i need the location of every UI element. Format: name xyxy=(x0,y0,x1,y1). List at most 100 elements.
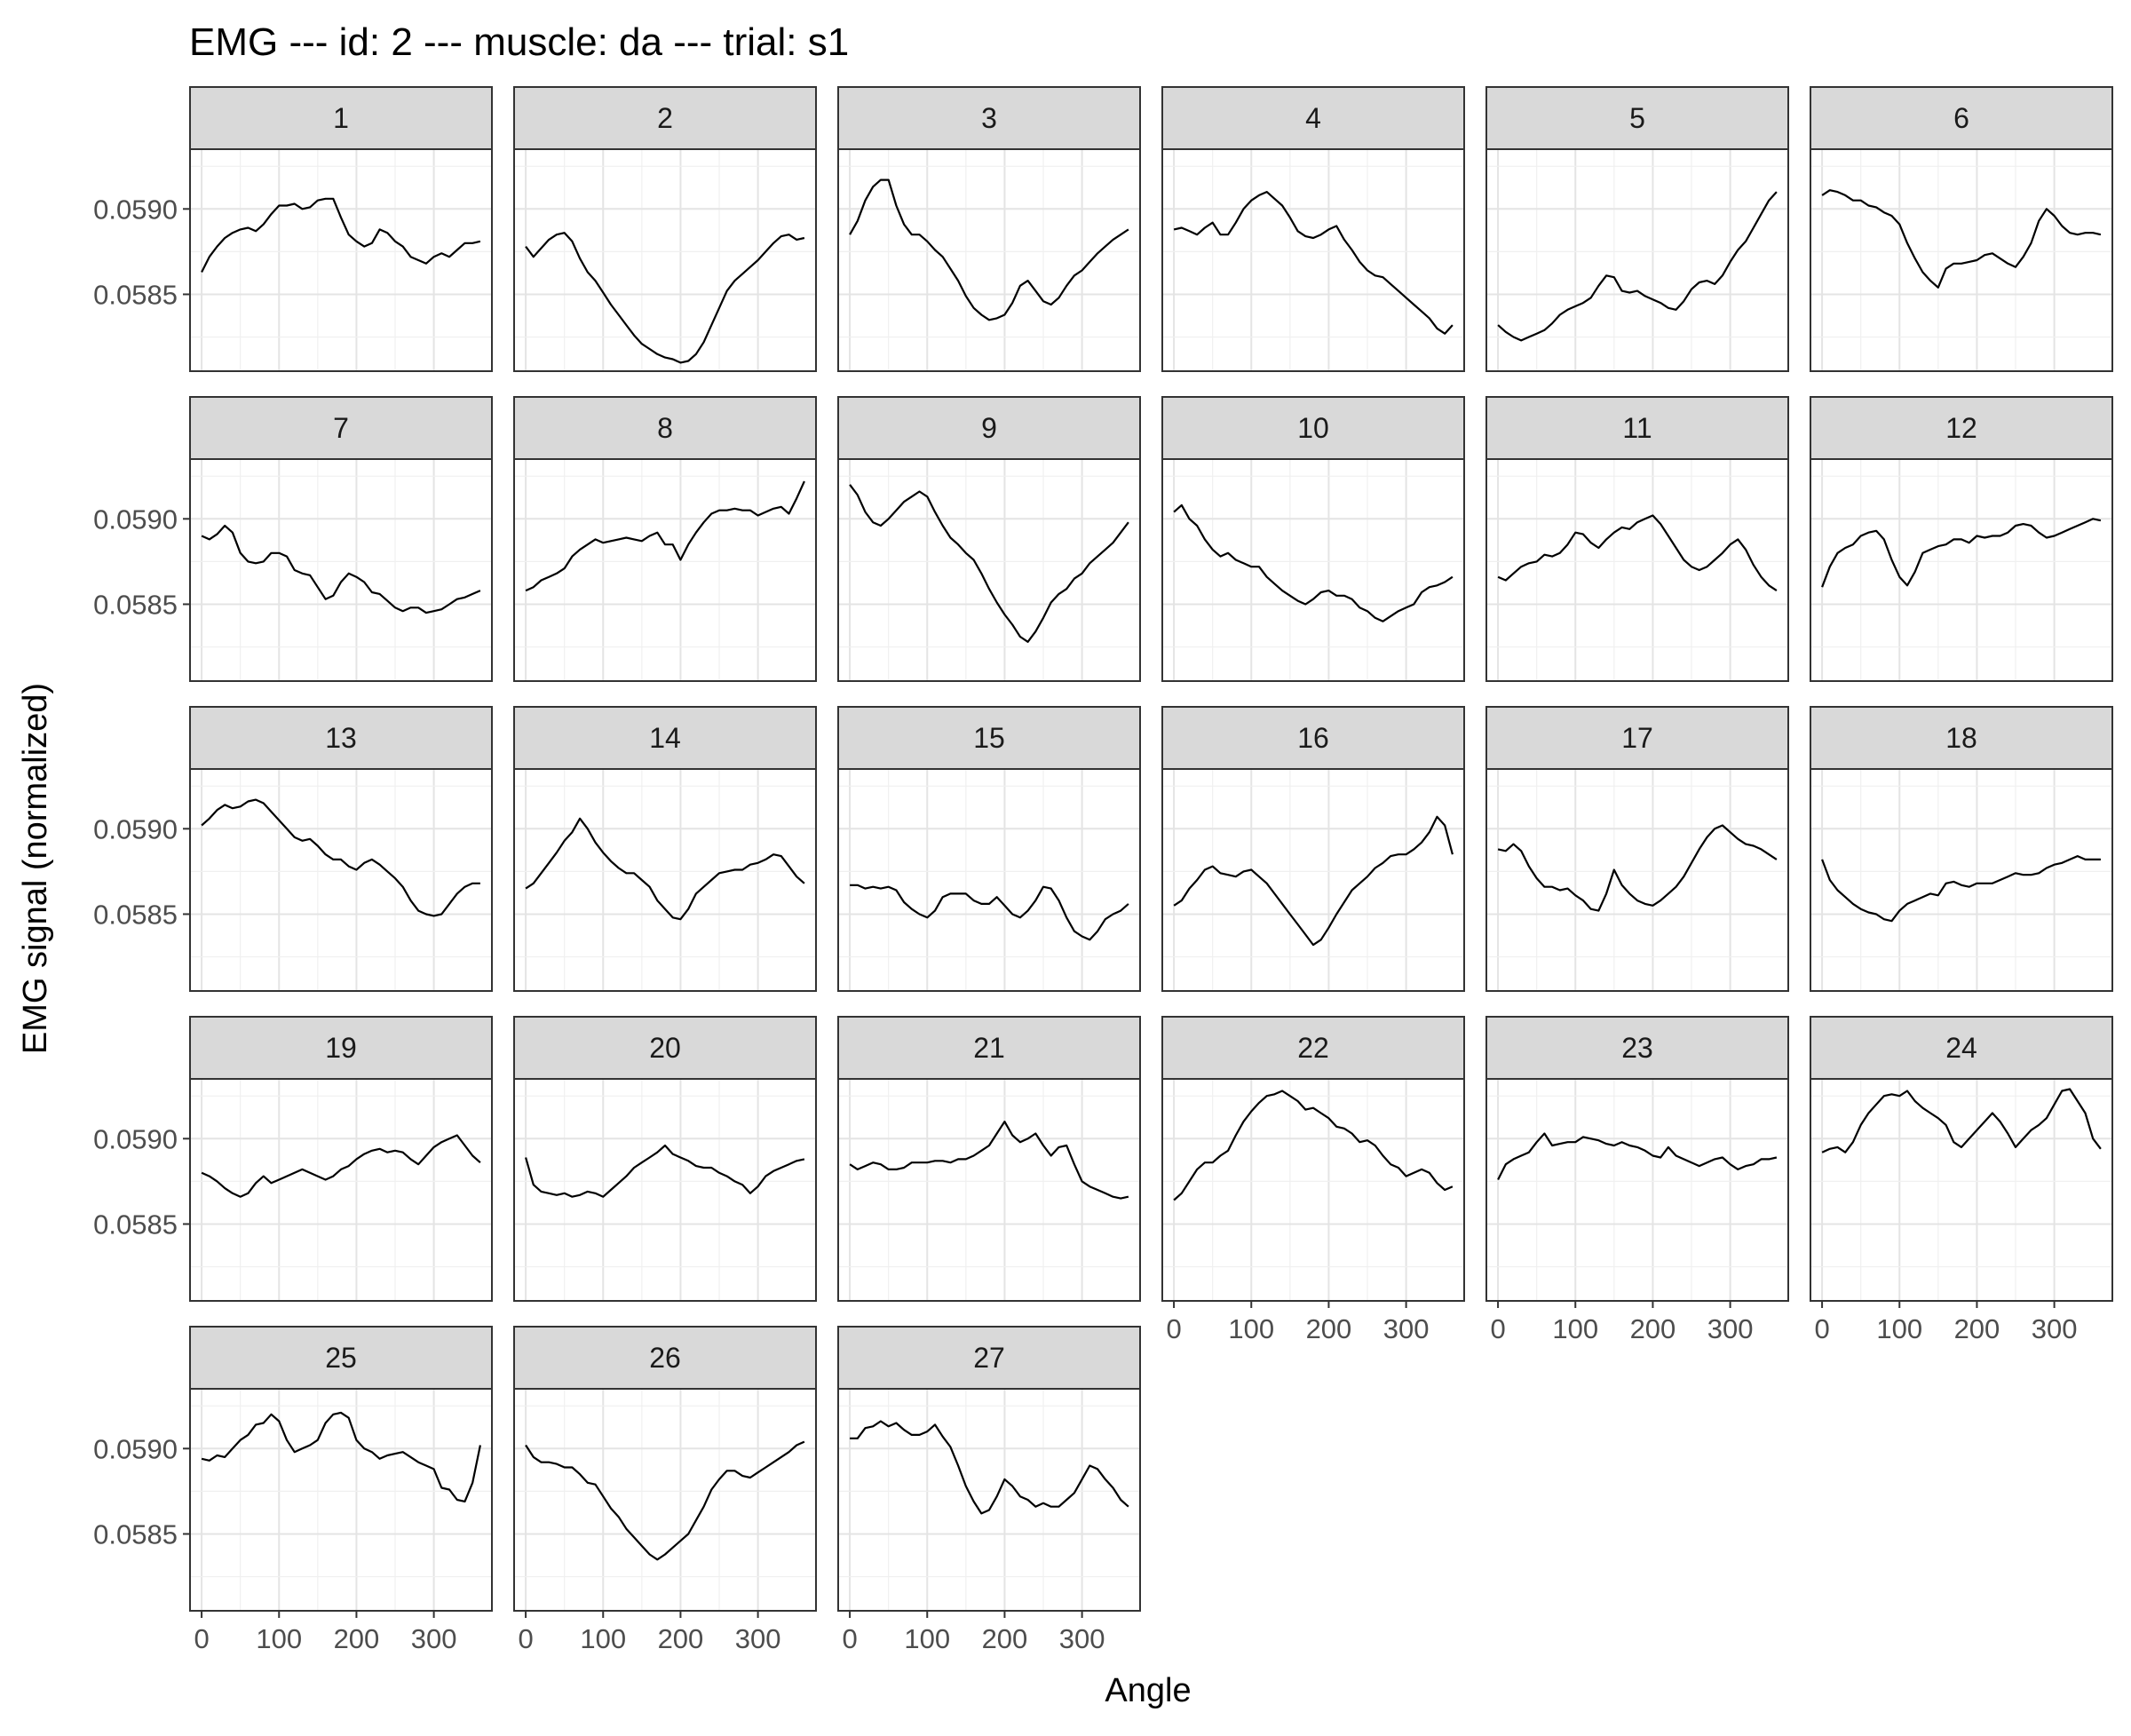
facet-strip xyxy=(837,86,1141,150)
panel-background xyxy=(190,1079,492,1301)
facet-strip xyxy=(513,706,817,770)
x-tick-label: 300 xyxy=(2032,1313,2078,1344)
panel-background xyxy=(1810,459,2112,681)
series-line-24 xyxy=(1821,1088,2102,1153)
y-tick-label: 0.0590 xyxy=(93,1433,178,1464)
panel-border xyxy=(1161,148,1465,372)
panel-border xyxy=(837,1388,1141,1612)
panel-border xyxy=(1810,148,2113,372)
panel-border xyxy=(189,1078,493,1302)
facet-strip-label: 24 xyxy=(1945,1032,1977,1064)
series-line-22 xyxy=(1173,1090,1454,1201)
panel-border xyxy=(837,458,1141,682)
series-line-18 xyxy=(1821,854,2101,923)
series-line-27 xyxy=(850,1420,1129,1515)
panel-border xyxy=(513,1388,817,1612)
series-line-13 xyxy=(201,798,480,917)
facet-panel-14: 14 xyxy=(513,706,817,992)
panel-border xyxy=(189,458,493,682)
panel-background xyxy=(1162,459,1464,681)
facet-panel-25: 25 0.0585 0.0590 0 100 200 300 xyxy=(93,1326,493,1654)
x-axis-label: Angle xyxy=(1105,1672,1191,1709)
facet-strip xyxy=(513,1326,817,1390)
panel-background xyxy=(1162,769,1464,991)
facet-panel-24: 24 0 100 200 300 xyxy=(1810,1016,2113,1344)
facet-panel-23: 23 0 100 200 300 xyxy=(1485,1016,1789,1344)
facet-strip xyxy=(189,86,493,150)
panel-background xyxy=(514,769,816,991)
facet-strip-label: 9 xyxy=(981,412,997,444)
facet-strip xyxy=(837,1016,1141,1080)
facet-panel-1: 1 0.0585 0.0590 xyxy=(93,86,493,372)
facet-panel-9: 9 xyxy=(837,396,1141,682)
x-tick-label: 300 xyxy=(1707,1313,1754,1344)
facet-strip-label: 4 xyxy=(1305,102,1321,134)
series-line-12 xyxy=(1821,518,2102,588)
series-line-9 xyxy=(849,484,1129,643)
chart-title: EMG --- id: 2 --- muscle: da --- trial: … xyxy=(189,20,849,64)
x-tick-label: 300 xyxy=(1059,1623,1105,1654)
facet-strip-label: 2 xyxy=(657,102,673,134)
facet-strip-label: 1 xyxy=(333,102,349,134)
panel-border xyxy=(837,148,1141,372)
facet-panel-19: 19 0.0585 0.0590 xyxy=(93,1016,493,1302)
y-tick-label: 0.0590 xyxy=(93,1123,178,1154)
facet-strip xyxy=(189,396,493,460)
facet-strip-label: 6 xyxy=(1953,102,1969,134)
facet-panel-13: 13 0.0585 0.0590 xyxy=(93,706,493,992)
panel-background xyxy=(838,149,1140,371)
facet-panel-15: 15 xyxy=(837,706,1141,992)
facet-panel-11: 11 xyxy=(1485,396,1789,682)
series-line-21 xyxy=(849,1120,1129,1200)
facet-strip-label: 5 xyxy=(1629,102,1645,134)
x-tick-label: 0 xyxy=(842,1623,857,1654)
x-tick-label: 100 xyxy=(1228,1313,1274,1344)
facet-panel-8: 8 xyxy=(513,396,817,682)
x-tick-label: 200 xyxy=(1306,1313,1352,1344)
facet-panel-21: 21 xyxy=(837,1016,1141,1302)
facet-panel-4: 4 xyxy=(1161,86,1465,372)
x-tick-label: 0 xyxy=(1166,1313,1181,1344)
facet-panel-7: 7 0.0585 0.0590 xyxy=(93,396,493,682)
series-line-3 xyxy=(849,178,1129,321)
series-line-5 xyxy=(1497,191,1778,342)
panel-background xyxy=(1486,459,1788,681)
panel-border xyxy=(1485,458,1789,682)
facet-strip-label: 26 xyxy=(649,1342,681,1374)
panel-background xyxy=(1810,769,2112,991)
facet-panel-18: 18 xyxy=(1810,706,2113,992)
series-line-26 xyxy=(525,1440,805,1561)
facet-strip xyxy=(837,1326,1141,1390)
x-tick-label: 100 xyxy=(580,1623,626,1654)
facet-strip-label: 3 xyxy=(981,102,997,134)
panel-border xyxy=(1485,148,1789,372)
facet-strip xyxy=(1485,1016,1789,1080)
series-line-8 xyxy=(525,480,805,592)
panel-background xyxy=(514,149,816,371)
facet-panel-17: 17 xyxy=(1485,706,1789,992)
facet-strip-label: 14 xyxy=(649,722,681,754)
facet-panel-5: 5 xyxy=(1485,86,1789,372)
facet-panel-10: 10 xyxy=(1161,396,1465,682)
facet-strip xyxy=(513,86,817,150)
facet-strip-label: 21 xyxy=(973,1032,1005,1064)
facet-strip xyxy=(189,706,493,770)
facet-strip-label: 8 xyxy=(657,412,673,444)
panel-background xyxy=(1810,149,2112,371)
panel-background xyxy=(1162,149,1464,371)
facet-panel-12: 12 xyxy=(1810,396,2113,682)
x-tick-label: 100 xyxy=(904,1623,950,1654)
series-line-14 xyxy=(525,817,805,921)
y-tick-label: 0.0590 xyxy=(93,194,178,225)
panel-background xyxy=(838,769,1140,991)
panel-background xyxy=(1810,1079,2112,1301)
series-line-20 xyxy=(525,1144,805,1198)
panel-border xyxy=(513,458,817,682)
series-line-10 xyxy=(1173,503,1454,622)
panel-background xyxy=(514,459,816,681)
series-line-17 xyxy=(1497,824,1778,912)
panel-background xyxy=(1486,149,1788,371)
series-line-2 xyxy=(525,232,805,364)
panel-border xyxy=(1485,768,1789,992)
